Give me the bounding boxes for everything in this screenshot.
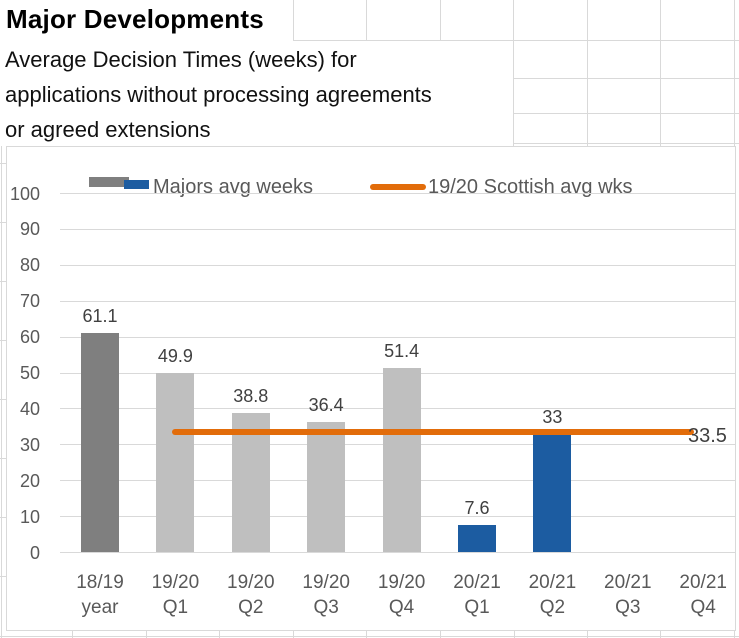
plot-gridline [60, 264, 735, 266]
bar-data-label: 51.4 [384, 340, 420, 361]
y-axis-tick-label: 30 [19, 434, 40, 455]
legend-label-majors: Majors avg weeks [153, 176, 314, 198]
reference-line-value-label: 33.5 [688, 425, 727, 448]
plot-area: 0 10 20 30 40 50 60 70 80 90 100 61.1 49.9 38.8 36.4 51… [7, 147, 735, 630]
chart[interactable]: Majors avg weeks 19/20 Scottish avg wks … [6, 146, 736, 631]
x-axis-tick-label: 20/21 Q3 [604, 572, 652, 618]
y-axis-tick-label: 80 [19, 255, 40, 276]
bar-20-21-q2[interactable] [533, 434, 572, 553]
y-axis-tick-label: 50 [19, 363, 40, 383]
y-axis-tick-label: 0 [29, 542, 40, 563]
bar-data-label: 33 [542, 407, 563, 428]
bar-19-20-q2[interactable] [231, 413, 270, 553]
bar-data-label: 49.9 [157, 346, 193, 367]
sheet-cell-title[interactable]: Major Developments [6, 4, 506, 38]
x-axis-tick-label: 20/21 Q4 [679, 572, 727, 618]
subtitle-line-1: Average Decision Times (weeks) for [5, 47, 357, 72]
plot-gridline [60, 552, 735, 553]
plot-gridline [60, 228, 735, 230]
bar-18-19-year[interactable] [81, 333, 119, 553]
plot-gridline [60, 193, 735, 194]
y-axis-tick-label: 90 [19, 219, 40, 240]
x-axis-tick-label: 20/21 Q2 [528, 572, 577, 618]
legend-label-scottish-avg: 19/20 Scottish avg wks [428, 176, 633, 198]
bar-data-label: 61.1 [82, 306, 118, 327]
y-axis-tick-label: 70 [19, 291, 40, 312]
x-axis-tick-label: 19/20 Q1 [151, 572, 200, 618]
subtitle-line-2: applications without processing agreemen… [5, 82, 432, 107]
x-axis-tick-label: 20/21 Q1 [453, 572, 501, 618]
x-axis-tick-label: 18/19 year [76, 572, 124, 618]
legend-gray-bar-swatch [89, 177, 129, 187]
y-axis-tick-label: 100 [9, 183, 40, 204]
x-axis-tick-label: 19/20 Q3 [302, 572, 350, 618]
legend-line-swatch [370, 184, 426, 190]
bar-data-label: 7.6 [464, 498, 490, 519]
bar-19-20-q1[interactable] [156, 373, 195, 553]
bar-data-label: 38.8 [233, 386, 269, 407]
scottish-avg-reference-line[interactable] [172, 429, 694, 436]
y-axis-tick-label: 40 [19, 398, 40, 419]
bar-19-20-q4[interactable] [382, 367, 421, 553]
bar-19-20-q3[interactable] [307, 421, 346, 553]
plot-gridline [60, 336, 735, 338]
y-axis-tick-label: 60 [19, 327, 40, 348]
bar-20-21-q1[interactable] [458, 525, 496, 553]
sheet-cell-subtitle[interactable]: Average Decision Times (weeks) for appli… [5, 42, 513, 147]
bar-data-label: 36.4 [308, 394, 344, 415]
y-axis-tick-label: 10 [19, 506, 40, 527]
subtitle-line-3: or agreed extensions [5, 117, 211, 142]
legend-blue-bar-swatch [124, 180, 149, 189]
x-axis-tick-label: 19/20 Q2 [227, 572, 275, 618]
x-axis-tick-label: 19/20 Q4 [377, 572, 426, 618]
y-axis-tick-label: 20 [19, 470, 40, 491]
page-title: Major Developments [6, 4, 264, 34]
plot-gridline [60, 300, 735, 302]
